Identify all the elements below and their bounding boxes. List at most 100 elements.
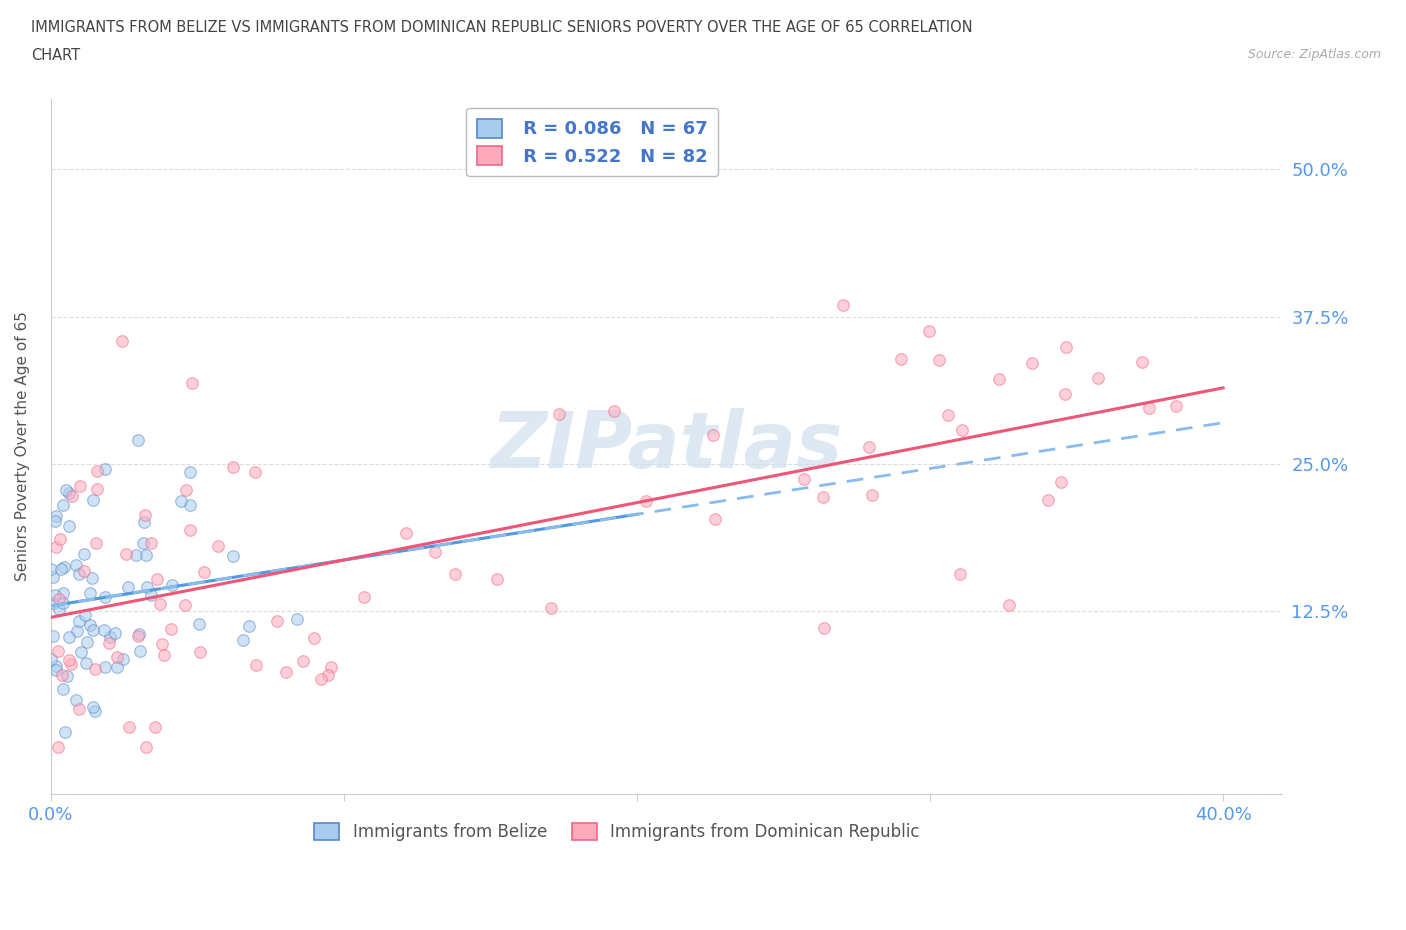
Point xyxy=(918,324,941,339)
Point xyxy=(1050,474,1073,489)
Point xyxy=(105,650,128,665)
Point xyxy=(180,375,202,390)
Point xyxy=(703,512,725,526)
Point xyxy=(811,489,834,504)
Point xyxy=(1054,387,1077,402)
Point xyxy=(193,565,215,579)
Point xyxy=(187,617,209,631)
Point xyxy=(127,432,149,447)
Point xyxy=(1130,355,1153,370)
Point xyxy=(105,659,128,674)
Point xyxy=(148,596,170,611)
Point xyxy=(443,566,465,581)
Point xyxy=(141,588,163,603)
Point xyxy=(634,494,657,509)
Point xyxy=(69,644,91,659)
Point xyxy=(890,352,912,366)
Point xyxy=(82,699,104,714)
Point xyxy=(128,627,150,642)
Point xyxy=(112,651,135,666)
Point xyxy=(98,635,121,650)
Point xyxy=(243,464,266,479)
Point xyxy=(245,658,267,672)
Point xyxy=(423,544,446,559)
Point xyxy=(860,487,883,502)
Point xyxy=(83,704,105,719)
Point xyxy=(46,644,69,658)
Point xyxy=(48,591,70,606)
Point xyxy=(127,629,149,644)
Point xyxy=(145,572,167,587)
Point xyxy=(135,579,157,594)
Point xyxy=(98,630,121,644)
Point xyxy=(207,538,229,553)
Point xyxy=(222,549,245,564)
Point xyxy=(274,664,297,679)
Point xyxy=(221,459,243,474)
Point xyxy=(69,479,91,494)
Point xyxy=(936,407,959,422)
Point xyxy=(540,601,562,616)
Point xyxy=(173,597,195,612)
Point xyxy=(52,498,75,512)
Point xyxy=(117,579,139,594)
Point xyxy=(51,668,73,683)
Point xyxy=(928,352,950,367)
Point xyxy=(80,571,103,586)
Point xyxy=(58,518,80,533)
Point xyxy=(179,523,201,538)
Point xyxy=(65,557,87,572)
Point xyxy=(48,602,70,617)
Point xyxy=(46,739,69,754)
Point xyxy=(321,659,343,674)
Point xyxy=(58,485,80,500)
Point xyxy=(76,634,98,649)
Point xyxy=(56,669,79,684)
Point xyxy=(1164,398,1187,413)
Point xyxy=(188,644,211,659)
Point xyxy=(44,588,66,603)
Point xyxy=(66,623,89,638)
Point xyxy=(39,562,62,577)
Point xyxy=(153,647,176,662)
Point xyxy=(44,513,66,528)
Point xyxy=(302,631,325,645)
Point xyxy=(42,595,65,610)
Point xyxy=(238,619,260,634)
Point xyxy=(353,590,375,604)
Point xyxy=(94,590,117,604)
Point xyxy=(67,566,90,581)
Point xyxy=(129,644,152,658)
Point xyxy=(67,614,90,629)
Point xyxy=(49,531,72,546)
Point xyxy=(49,562,72,577)
Point xyxy=(60,488,83,503)
Point xyxy=(949,566,972,581)
Point xyxy=(73,607,96,622)
Text: IMMIGRANTS FROM BELIZE VS IMMIGRANTS FROM DOMINICAN REPUBLIC SENIORS POVERTY OVE: IMMIGRANTS FROM BELIZE VS IMMIGRANTS FRO… xyxy=(31,20,973,35)
Point xyxy=(285,611,308,626)
Point xyxy=(702,428,724,443)
Point xyxy=(139,536,162,551)
Point xyxy=(266,613,288,628)
Legend: Immigrants from Belize, Immigrants from Dominican Republic: Immigrants from Belize, Immigrants from … xyxy=(308,817,927,848)
Point xyxy=(1054,339,1077,354)
Point xyxy=(309,671,332,686)
Point xyxy=(135,548,157,563)
Point xyxy=(65,692,87,707)
Point xyxy=(83,661,105,676)
Point xyxy=(179,464,201,479)
Point xyxy=(1087,371,1109,386)
Point xyxy=(987,371,1010,386)
Point xyxy=(73,546,96,561)
Point xyxy=(86,482,108,497)
Point xyxy=(160,578,183,592)
Point xyxy=(134,508,156,523)
Point xyxy=(73,564,96,578)
Point xyxy=(53,724,76,739)
Point xyxy=(316,668,339,683)
Point xyxy=(86,535,108,550)
Point xyxy=(45,509,67,524)
Point xyxy=(60,658,83,672)
Point xyxy=(858,439,880,454)
